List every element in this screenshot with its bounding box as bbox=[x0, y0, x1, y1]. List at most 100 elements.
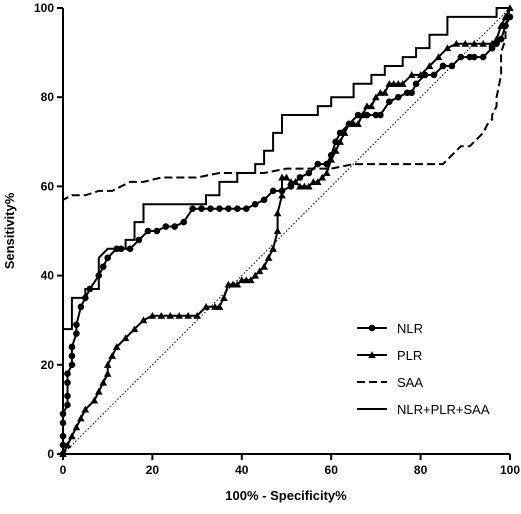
data-point-nlr bbox=[68, 352, 76, 360]
data-point-plr bbox=[90, 396, 99, 404]
data-point-nlr bbox=[251, 200, 259, 208]
legend-swatch-marker bbox=[368, 324, 376, 332]
data-point-plr bbox=[103, 369, 112, 377]
data-point-plr bbox=[443, 44, 452, 52]
data-point-plr bbox=[175, 311, 184, 319]
data-point-nlr bbox=[64, 401, 71, 409]
data-point-nlr bbox=[73, 321, 80, 328]
data-point-plr bbox=[157, 311, 166, 319]
data-point-nlr bbox=[153, 227, 161, 235]
data-point-plr bbox=[215, 303, 224, 310]
data-point-nlr bbox=[207, 205, 214, 212]
data-point-nlr bbox=[180, 218, 187, 226]
data-point-plr bbox=[260, 262, 268, 270]
data-point-plr bbox=[488, 39, 496, 47]
data-point-nlr bbox=[198, 205, 205, 212]
data-point-nlr bbox=[216, 205, 223, 212]
data-point-plr bbox=[381, 88, 389, 96]
data-point-plr bbox=[193, 311, 201, 319]
data-point-plr bbox=[497, 22, 505, 29]
data-point-plr bbox=[354, 120, 362, 127]
data-point-plr bbox=[166, 311, 175, 319]
data-point-plr bbox=[372, 93, 380, 101]
data-point-plr bbox=[291, 178, 300, 185]
legend-item-nlr-plr-saa: NLR+PLR+SAA bbox=[357, 402, 490, 417]
y-tick-label: 80 bbox=[41, 90, 55, 104]
data-point-nlr bbox=[448, 62, 456, 70]
tick-marks: 0 20 40 60 80 100 0 20 40 60 80 100 bbox=[34, 1, 520, 477]
series-line-nlr-plr-saa bbox=[62, 7, 510, 454]
data-point-nlr bbox=[135, 236, 143, 244]
legend: NLR PLR SAA NLR+PLR+SAA bbox=[357, 321, 490, 417]
data-point-nlr bbox=[457, 53, 465, 61]
data-point-plr bbox=[269, 245, 277, 252]
data-point-plr bbox=[318, 173, 327, 181]
series-plr bbox=[59, 4, 514, 458]
data-point-nlr bbox=[470, 53, 478, 61]
data-point-plr bbox=[148, 311, 157, 319]
data-point-nlr bbox=[189, 205, 196, 212]
data-point-nlr bbox=[64, 392, 71, 400]
data-point-nlr bbox=[479, 53, 487, 61]
data-point-nlr bbox=[439, 62, 447, 70]
y-tick-label: 40 bbox=[41, 269, 55, 283]
data-point-nlr bbox=[171, 223, 179, 230]
axes bbox=[62, 8, 510, 455]
y-tick-label: 100 bbox=[34, 1, 54, 15]
data-point-plr bbox=[407, 71, 416, 78]
data-point-nlr bbox=[386, 98, 393, 105]
data-point-nlr bbox=[234, 205, 241, 212]
data-point-plr bbox=[501, 13, 510, 20]
data-point-plr bbox=[99, 378, 108, 386]
data-point-plr bbox=[340, 129, 349, 136]
data-point-plr bbox=[282, 173, 291, 181]
data-point-nlr bbox=[430, 71, 438, 79]
data-point-plr bbox=[112, 343, 121, 350]
data-point-nlr bbox=[77, 303, 85, 311]
data-point-plr bbox=[313, 178, 322, 185]
data-point-nlr bbox=[144, 227, 152, 235]
legend-label: SAA bbox=[397, 375, 423, 390]
series-saa bbox=[62, 7, 511, 454]
data-point-plr bbox=[77, 414, 85, 422]
data-point-nlr bbox=[314, 160, 322, 168]
data-point-nlr bbox=[296, 174, 304, 181]
data-point-plr bbox=[68, 432, 76, 440]
series-line-nlr bbox=[62, 16, 511, 454]
data-point-plr bbox=[255, 267, 264, 275]
data-point-plr bbox=[139, 316, 148, 324]
data-point-nlr bbox=[99, 263, 107, 270]
data-point-plr bbox=[130, 325, 139, 333]
data-point-plr bbox=[305, 182, 313, 190]
x-tick-label: 60 bbox=[325, 463, 339, 477]
data-point-plr bbox=[452, 39, 461, 47]
data-point-plr bbox=[278, 191, 286, 199]
series-line-saa bbox=[62, 7, 511, 454]
data-point-nlr bbox=[394, 93, 402, 101]
legend-item-nlr: NLR bbox=[357, 321, 423, 336]
data-point-plr bbox=[202, 303, 210, 310]
legend-item-saa: SAA bbox=[357, 375, 423, 390]
data-point-nlr bbox=[64, 379, 71, 386]
data-point-plr bbox=[416, 71, 425, 78]
legend-swatch-marker bbox=[368, 351, 376, 359]
data-point-plr bbox=[470, 39, 479, 47]
reference-diagonal-line bbox=[62, 7, 511, 455]
legend-label: PLR bbox=[397, 348, 422, 363]
data-point-plr bbox=[434, 53, 443, 61]
data-point-plr bbox=[81, 405, 90, 413]
data-point-nlr bbox=[225, 205, 232, 212]
data-point-nlr bbox=[242, 205, 250, 212]
data-point-nlr bbox=[126, 245, 134, 253]
x-tick-label: 0 bbox=[60, 463, 67, 477]
data-point-plr bbox=[220, 294, 228, 301]
x-tick-label: 20 bbox=[146, 463, 160, 477]
data-point-plr bbox=[94, 387, 103, 395]
data-point-plr bbox=[251, 271, 260, 279]
data-point-plr bbox=[63, 441, 72, 449]
data-point-plr bbox=[246, 276, 255, 284]
data-point-nlr bbox=[408, 89, 415, 97]
y-tick-label: 60 bbox=[41, 179, 55, 193]
data-point-plr bbox=[367, 102, 376, 110]
